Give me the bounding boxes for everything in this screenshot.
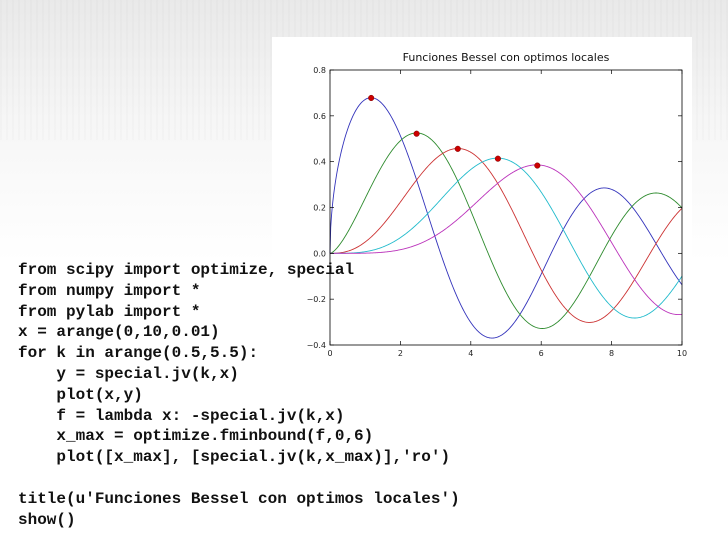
max-marker-4 <box>534 162 541 169</box>
code-line: for k in arange(0.5,5.5): <box>18 344 259 363</box>
y-tick-label: 0.2 <box>313 204 326 213</box>
y-tick-label: 0.0 <box>313 249 326 258</box>
code-line: from pylab import * <box>18 302 201 321</box>
y-tick-label: 0.6 <box>313 112 326 121</box>
code-block: from scipy import optimize, special from … <box>18 260 578 530</box>
code-line: from scipy import optimize, special <box>18 261 355 279</box>
chart-figure: Funciones Bessel con optimos locales 0 2 4… <box>272 37 692 360</box>
max-marker-3 <box>494 155 501 162</box>
series-line-4 <box>330 164 683 316</box>
code-line: show() <box>18 510 76 529</box>
y-tick-label: 0.8 <box>313 66 326 75</box>
series-layer <box>329 97 683 339</box>
series-line-0 <box>329 97 683 339</box>
x-tick-label: 2 <box>398 349 403 358</box>
tick-layer: 0 2 4 6 8 10 −0.4 −0.2 0.0 0.2 0.4 0.6 0.8 <box>307 66 688 358</box>
code-line: from numpy import * <box>18 281 201 300</box>
code-line: title(u'Funciones Bessel con optimos loc… <box>18 489 460 508</box>
y-tick-label: 0.4 <box>313 158 326 167</box>
series-line-1 <box>329 132 683 329</box>
code-line: f = lambda x: -special.jv(k,x) <box>18 406 345 425</box>
max-marker-1 <box>413 130 420 137</box>
x-tick-label: 6 <box>539 349 544 358</box>
code-line: y = special.jv(k,x) <box>18 364 239 383</box>
series-line-3 <box>330 157 683 319</box>
max-marker-0 <box>368 94 375 102</box>
chart-title: Funciones Bessel con optimos locales <box>403 51 610 64</box>
y-tick-label: −0.4 <box>307 341 326 350</box>
code-line: x = arange(0,10,0.01) <box>18 323 220 342</box>
code-line: plot([x_max], [special.jv(k,x_max)],'ro'… <box>18 448 451 467</box>
marker-layer <box>368 94 541 169</box>
chart-svg: Funciones Bessel con optimos locales 0 2 4… <box>307 51 688 358</box>
x-tick-label: 8 <box>609 349 614 358</box>
max-marker-2 <box>454 145 461 152</box>
series-line-2 <box>330 148 683 323</box>
code-line: x_max = optimize.fminbound(f,0,6) <box>18 427 374 446</box>
code-line: plot(x,y) <box>18 385 143 404</box>
code-line <box>18 468 578 489</box>
x-tick-label: 0 <box>327 349 332 358</box>
y-tick-label: −0.2 <box>307 295 326 304</box>
x-tick-label: 4 <box>468 349 473 358</box>
x-tick-label: 10 <box>677 349 687 358</box>
